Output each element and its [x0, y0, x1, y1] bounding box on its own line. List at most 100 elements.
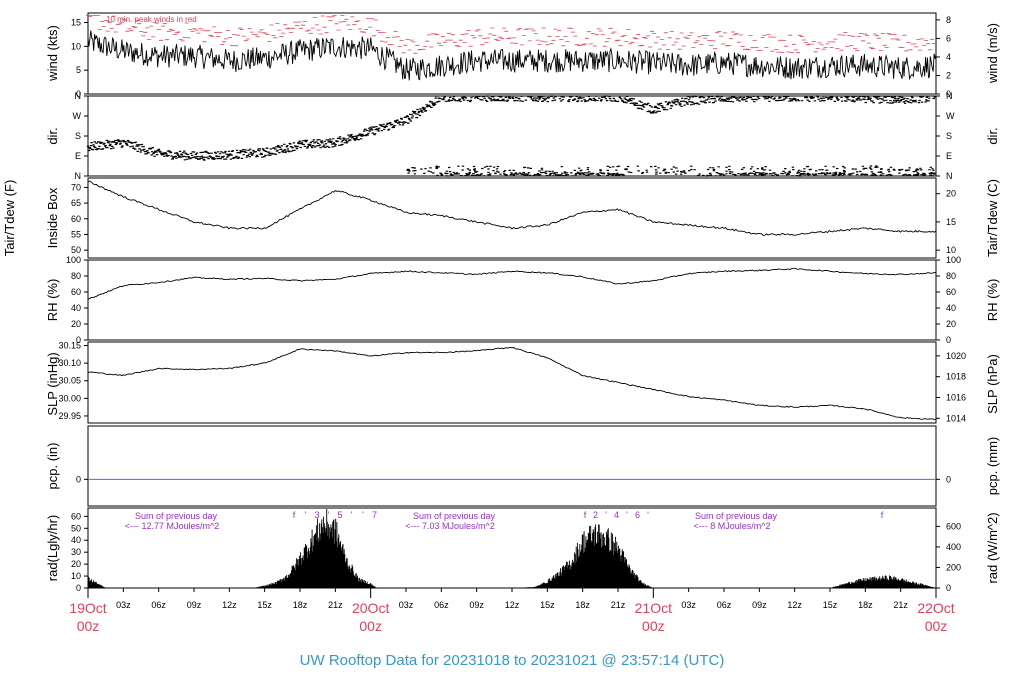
y-tick-label: 30.15 — [58, 341, 81, 351]
y-tick-label: 10 — [71, 41, 81, 51]
y-tick-label: 0 — [76, 89, 81, 99]
wind-left-title: wind (kts) — [45, 25, 60, 82]
y-tick-label: 100 — [946, 255, 961, 265]
rad-bars — [87, 509, 936, 588]
y-tick-label: S — [75, 131, 81, 141]
rad-peak-mark: 4 — [614, 510, 619, 520]
y-tick-label: 60 — [71, 287, 81, 297]
x-tick-label: 21z — [328, 600, 343, 610]
x-tick-label: 03z — [681, 600, 696, 610]
y-tick-label: 0 — [76, 474, 81, 484]
y-tick-label: 600 — [946, 521, 961, 531]
rad-peak-mark: ' — [328, 510, 330, 520]
rad-peak-mark: ' — [351, 510, 353, 520]
y-tick-label: 200 — [946, 562, 961, 572]
rad-peak-mark: ' — [605, 510, 607, 520]
slp-panel-frame — [87, 341, 937, 424]
y-tick-label: 30 — [71, 547, 81, 557]
y-tick-label: N — [75, 171, 82, 181]
rad-annotation-sum: <--- 8 MJoules/m^2 — [694, 521, 771, 531]
y-tick-label: 0 — [946, 89, 951, 99]
x-tick-label: 09z — [469, 600, 484, 610]
y-tick-label: 100 — [66, 255, 81, 265]
x-day-label: 21Oct — [635, 600, 672, 616]
rh-panel-frame — [87, 259, 937, 341]
y-tick-label: N — [75, 91, 82, 101]
pcp-panel-frame — [87, 425, 937, 507]
x-hour-label: 00z — [642, 618, 665, 634]
x-day-label: 19Oct — [69, 600, 106, 616]
x-tick-label: 06z — [717, 600, 732, 610]
y-tick-label: 2 — [946, 70, 951, 80]
y-tick-label: 50 — [71, 245, 81, 255]
rad-right-title: rad (W/m^2) — [985, 512, 1000, 583]
x-tick-label: 09z — [752, 600, 767, 610]
rad-peak-mark: ' — [626, 510, 628, 520]
wind-panel-frame — [87, 12, 937, 95]
rh-trace — [87, 267, 937, 300]
temp-trace — [87, 180, 937, 236]
x-hour-label: 00z — [359, 618, 382, 634]
y-tick-label: 60 — [71, 214, 81, 224]
rad-peak-mark: ' — [362, 510, 364, 520]
rad-peak-mark: f — [293, 510, 296, 520]
rad-annotation-sum: <--- 7.03 MJoules/m^2 — [405, 521, 495, 531]
y-tick-label: 10 — [71, 571, 81, 581]
slp-left-title: SLP (inHg) — [45, 352, 60, 415]
y-tick-label: 1016 — [946, 392, 966, 402]
x-tick-label: 12z — [505, 600, 520, 610]
slp-trace — [87, 346, 937, 421]
wind-peak-note: 10 min. peak winds in red — [106, 15, 197, 24]
y-tick-label: 400 — [946, 542, 961, 552]
y-tick-label: E — [946, 151, 952, 161]
y-tick-label: E — [75, 151, 81, 161]
temp-panel-frame — [87, 177, 937, 259]
temp-right-title: Tair/Tdew (C) — [985, 179, 1000, 257]
y-tick-label: 65 — [71, 198, 81, 208]
y-tick-label: 60 — [71, 511, 81, 521]
rad-peak-mark: 5 — [337, 510, 342, 520]
y-tick-label: 0 — [946, 335, 951, 345]
y-tick-label: 30.10 — [58, 358, 81, 368]
y-tick-label: 80 — [946, 271, 956, 281]
y-tick-label: 20 — [71, 319, 81, 329]
y-tick-label: 50 — [71, 523, 81, 533]
pcp-left-title: pcp. (in) — [45, 443, 60, 490]
x-tick-label: 18z — [575, 600, 590, 610]
panels-layer — [84, 12, 940, 598]
y-tick-label: 1018 — [946, 372, 966, 382]
x-tick-label: 15z — [540, 600, 555, 610]
rad-annotation-sum: <--- 12.77 MJoules/m^2 — [125, 521, 220, 531]
y-tick-label: 10 — [946, 245, 956, 255]
y-tick-label: 0 — [946, 583, 951, 593]
x-tick-label: 06z — [434, 600, 449, 610]
wind-peak-marks — [86, 15, 936, 54]
rad-annotation-title: Sum of previous day — [135, 511, 218, 521]
rad-left-title: rad(Lgly/hr) — [45, 515, 60, 581]
rad-peak-mark: 3 — [314, 510, 319, 520]
y-tick-label: W — [73, 111, 82, 121]
y-tick-label: 30.00 — [58, 393, 81, 403]
y-tick-label: 6 — [946, 33, 951, 43]
x-tick-label: 15z — [257, 600, 272, 610]
x-tick-label: 03z — [116, 600, 131, 610]
rad-peak-mark: ' — [647, 510, 649, 520]
x-hour-label: 00z — [77, 618, 100, 634]
y-tick-label: 70 — [71, 182, 81, 192]
temp-left-title: Tair/Tdew (F) — [2, 180, 17, 257]
y-tick-label: 40 — [71, 535, 81, 545]
x-day-label: 20Oct — [352, 600, 389, 616]
x-tick-label: 15z — [823, 600, 838, 610]
wind-trace — [87, 30, 937, 81]
y-tick-label: N — [946, 91, 953, 101]
x-tick-label: 03z — [399, 600, 414, 610]
wind-right-title: wind (m/s) — [985, 23, 1000, 84]
temp-left-subtitle: Inside Box — [45, 187, 60, 248]
x-tick-label: 18z — [858, 600, 873, 610]
rh-right-title: RH (%) — [985, 279, 1000, 322]
x-tick-label: 06z — [151, 600, 166, 610]
rad-annotation-title: Sum of previous day — [695, 511, 778, 521]
y-tick-label: 55 — [71, 229, 81, 239]
rad-peak-mark: ' — [305, 510, 307, 520]
